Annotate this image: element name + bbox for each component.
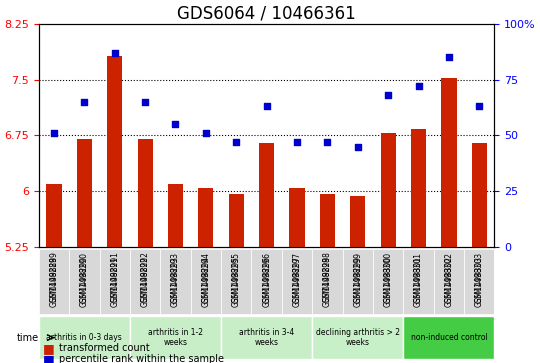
Text: GSM1498294: GSM1498294 [201, 256, 211, 307]
Point [110, 50, 119, 56]
FancyBboxPatch shape [221, 249, 252, 314]
Title: GDS6064 / 10466361: GDS6064 / 10466361 [177, 4, 356, 22]
FancyBboxPatch shape [434, 249, 464, 314]
Text: time: time [17, 333, 39, 343]
Text: GSM1498296: GSM1498296 [262, 256, 271, 307]
Point [50, 130, 58, 136]
Text: transformed count: transformed count [59, 343, 150, 354]
Text: GSM1498303: GSM1498303 [475, 252, 484, 303]
Text: GSM1498299: GSM1498299 [353, 256, 362, 307]
Bar [350, 196, 366, 247]
Point [354, 144, 362, 150]
Bar [107, 56, 123, 247]
Text: GSM1498291: GSM1498291 [110, 256, 119, 307]
Text: arthritis in 3-4
weeks: arthritis in 3-4 weeks [239, 328, 294, 347]
Text: GSM1498290: GSM1498290 [80, 256, 89, 307]
Bar [441, 78, 456, 247]
Text: GSM1498299: GSM1498299 [353, 252, 362, 303]
FancyBboxPatch shape [312, 317, 403, 359]
Text: GSM1498290: GSM1498290 [80, 252, 89, 303]
Text: GSM1498300: GSM1498300 [383, 256, 393, 307]
Bar [289, 188, 305, 247]
Point [171, 121, 180, 127]
FancyBboxPatch shape [130, 317, 221, 359]
Text: GSM1498289: GSM1498289 [50, 256, 58, 307]
FancyBboxPatch shape [69, 249, 99, 314]
Text: percentile rank within the sample: percentile rank within the sample [59, 354, 225, 363]
Point [262, 103, 271, 109]
FancyBboxPatch shape [130, 249, 160, 314]
Text: GSM1498298: GSM1498298 [323, 256, 332, 307]
FancyBboxPatch shape [191, 249, 221, 314]
FancyBboxPatch shape [282, 249, 312, 314]
FancyBboxPatch shape [99, 249, 130, 314]
Text: GSM1498301: GSM1498301 [414, 252, 423, 303]
FancyBboxPatch shape [403, 317, 495, 359]
FancyBboxPatch shape [252, 249, 282, 314]
Point [323, 139, 332, 145]
Text: arthritis in 1-2
weeks: arthritis in 1-2 weeks [148, 328, 203, 347]
Text: GSM1498294: GSM1498294 [201, 252, 211, 303]
FancyBboxPatch shape [221, 317, 312, 359]
FancyBboxPatch shape [464, 249, 495, 314]
FancyBboxPatch shape [39, 249, 69, 314]
Text: ■: ■ [43, 342, 55, 355]
Point [80, 99, 89, 105]
Text: GSM1498291: GSM1498291 [110, 252, 119, 302]
Point [232, 139, 240, 145]
FancyBboxPatch shape [312, 249, 342, 314]
Bar [138, 139, 153, 247]
Point [141, 99, 150, 105]
Text: GSM1498297: GSM1498297 [293, 256, 301, 307]
FancyBboxPatch shape [373, 249, 403, 314]
Bar [77, 139, 92, 247]
Text: GSM1498302: GSM1498302 [444, 256, 454, 307]
Bar [228, 193, 244, 247]
Text: GSM1498300: GSM1498300 [383, 252, 393, 303]
Point [201, 130, 210, 136]
Text: GSM1498295: GSM1498295 [232, 252, 241, 303]
Bar [198, 188, 213, 247]
Bar [259, 143, 274, 247]
Text: ■: ■ [43, 353, 55, 363]
FancyBboxPatch shape [342, 249, 373, 314]
Bar [411, 130, 426, 247]
Point [444, 54, 453, 60]
Text: GSM1498293: GSM1498293 [171, 252, 180, 303]
Bar [472, 143, 487, 247]
FancyBboxPatch shape [160, 249, 191, 314]
Text: GSM1498297: GSM1498297 [293, 252, 301, 303]
Text: GSM1498301: GSM1498301 [414, 256, 423, 307]
Bar [381, 133, 396, 247]
Text: GSM1498295: GSM1498295 [232, 256, 241, 307]
Text: GSM1498302: GSM1498302 [444, 252, 454, 303]
Text: GSM1498289: GSM1498289 [50, 252, 58, 302]
Text: GSM1498292: GSM1498292 [140, 256, 150, 307]
Text: GSM1498298: GSM1498298 [323, 252, 332, 302]
Text: declining arthritis > 2
weeks: declining arthritis > 2 weeks [316, 328, 400, 347]
Point [475, 103, 484, 109]
Bar [46, 184, 62, 247]
Bar [168, 184, 183, 247]
FancyBboxPatch shape [403, 249, 434, 314]
Text: GSM1498292: GSM1498292 [140, 252, 150, 302]
Bar [320, 193, 335, 247]
Text: non-induced control: non-induced control [410, 333, 487, 342]
Point [414, 83, 423, 89]
Point [384, 92, 393, 98]
Text: GSM1498303: GSM1498303 [475, 256, 484, 307]
Text: arthritis in 0-3 days: arthritis in 0-3 days [46, 333, 122, 342]
Text: GSM1498296: GSM1498296 [262, 252, 271, 303]
Text: GSM1498293: GSM1498293 [171, 256, 180, 307]
Point [293, 139, 301, 145]
FancyBboxPatch shape [39, 317, 130, 359]
